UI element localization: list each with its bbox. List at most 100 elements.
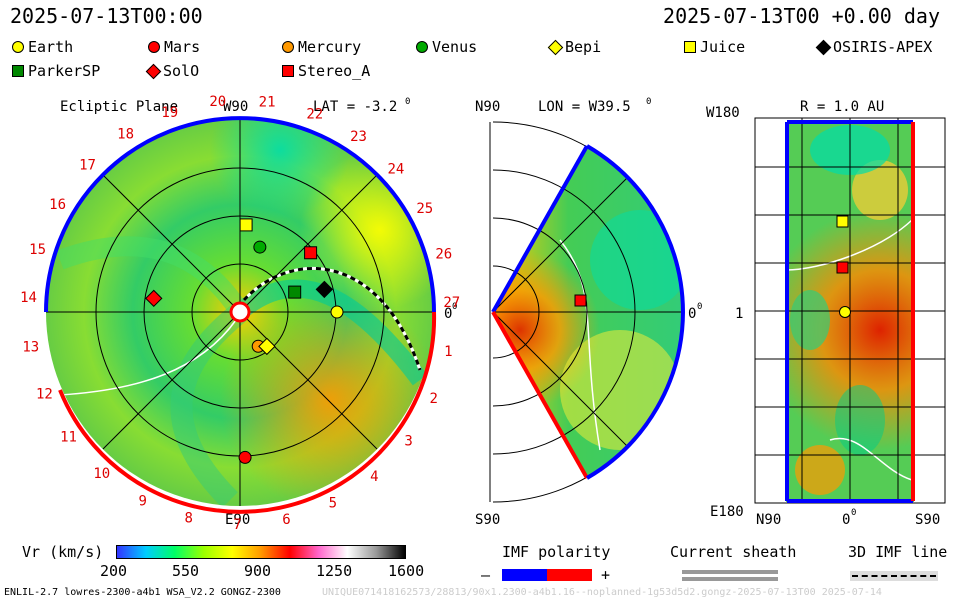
radial-marker-juice: [836, 215, 849, 228]
sector-label-26: 26: [435, 247, 452, 263]
mercury-marker-icon: [282, 41, 294, 53]
timestamp-right: 2025-07-13T00 +0.00 day: [663, 4, 940, 28]
colorbar-tick-1: 550: [172, 562, 200, 580]
sector-label-2: 2: [429, 391, 437, 407]
sector-label-23: 23: [350, 129, 367, 145]
sector-label-5: 5: [329, 496, 337, 512]
imf-positive-swatch: [547, 569, 592, 581]
legend-label: Mercury: [298, 38, 362, 56]
legend-label: ParkerSP: [28, 62, 101, 80]
legend-item-earth: Earth: [12, 38, 73, 56]
meridional-bottom-left: S90: [475, 512, 500, 528]
footer-right: UNIQUE071418162573/28813/90x1.2300-a4b1.…: [322, 587, 882, 598]
ecliptic-right-label: 0: [444, 306, 452, 322]
current-sheath-label: Current sheath: [670, 543, 797, 561]
ecliptic-marker-bepi: [258, 337, 276, 356]
plot-area: Ecliptic Plane W90 LAT = -3.2 0 E90 0 0: [20, 95, 946, 533]
sector-label-27: 27: [443, 295, 460, 311]
radial-x-right: S90: [915, 512, 940, 528]
current-sheath-swatch-2: [682, 577, 778, 581]
footer-left: ENLIL-2.7 lowres-2300-a4b1 WSA_V2.2 GONG…: [4, 587, 281, 598]
radial-x-mid-sup: 0: [851, 508, 856, 518]
colorbar-tick-4: 1600: [388, 562, 425, 580]
earth-marker-icon: [12, 41, 24, 53]
colorbar-tick-2: 900: [244, 562, 272, 580]
ecliptic-lat-sup: 0: [405, 97, 410, 107]
legend-item-parkersp: ParkerSP: [12, 62, 100, 80]
ecliptic-title: Ecliptic Plane: [60, 99, 178, 115]
imf-minus: –: [481, 566, 491, 584]
sector-label-10: 10: [93, 466, 110, 482]
legend-item-juice: Juice: [684, 38, 745, 56]
sector-label-25: 25: [416, 201, 433, 217]
sector-label-7: 7: [233, 517, 241, 533]
imf-3d-line: [242, 267, 422, 371]
sector-label-9: 9: [138, 493, 146, 509]
legend-label: Bepi: [565, 38, 602, 56]
sector-numbers: 20 21222324252627123456789101112131415161…: [20, 95, 460, 533]
sector-label-13: 13: [22, 339, 39, 355]
legend-item-mars: Mars: [148, 38, 200, 56]
legend-item-solo: SolO: [145, 62, 200, 80]
imf-polarity-label: IMF polarity: [502, 543, 611, 561]
imf-3d-label: 3D IMF line: [848, 543, 948, 561]
bepi-marker-icon: [547, 39, 564, 55]
legend-item-venus: Venus: [416, 38, 477, 56]
legend-item-bepi: Bepi: [547, 38, 602, 56]
sector-label-1: 1: [444, 344, 452, 360]
colorbar-tick-0: 200: [100, 562, 128, 580]
ecliptic-marker-earth: [330, 305, 344, 319]
vr-colorbar: [116, 545, 406, 559]
sector-label-20: 20: [209, 95, 226, 110]
radial-x-left: N90: [756, 512, 781, 528]
legend-label: Venus: [432, 38, 478, 56]
ecliptic-bottom-label: E90: [225, 512, 250, 528]
imf-negative-swatch: [502, 569, 547, 581]
timestamp-left: 2025-07-13T00:00: [10, 4, 203, 28]
meridional-right-label: 0: [688, 306, 696, 322]
ecliptic-marker-parkersp: [288, 285, 302, 299]
legend-label: Earth: [28, 38, 74, 56]
sector-label-6: 6: [282, 512, 290, 528]
radial-bottom-left: E180: [710, 504, 744, 520]
sector-label-22: 22: [306, 107, 323, 123]
solo-marker-icon: [145, 63, 162, 79]
sun-icon: [229, 301, 251, 323]
sector-label-21: 21: [259, 95, 276, 111]
meridional-lon-label: LON = W39.5: [538, 99, 631, 115]
meridional-edge-north: [491, 145, 589, 313]
ecliptic-marker-stereo-a: [304, 246, 318, 260]
ecliptic-marker-solo: [145, 289, 163, 308]
radial-x-mid: 0: [842, 512, 850, 528]
ecliptic-rim-negative: [44, 116, 436, 313]
sector-label-24: 24: [387, 161, 404, 177]
sector-label-8: 8: [184, 511, 192, 527]
osiris-apex-marker-icon: [815, 39, 832, 55]
meridional-right-sup: 0: [697, 302, 702, 312]
venus-marker-icon: [416, 41, 428, 53]
ecliptic-panel: Ecliptic Plane W90 LAT = -3.2 0 E90 0 0: [20, 95, 460, 533]
sector-label-14: 14: [20, 290, 37, 306]
ecliptic-rim-positive: [58, 311, 437, 514]
ecliptic-marker-venus: [253, 240, 267, 254]
ecliptic-right-sup: 0: [452, 302, 457, 312]
legend-label: SolO: [163, 62, 200, 80]
stereo-a-marker-icon: [282, 65, 294, 77]
colorbar-tick-3: 1250: [316, 562, 353, 580]
current-sheath-swatch-1: [682, 570, 778, 574]
radial-top-left: W180: [706, 105, 740, 121]
meridional-edge-south: [491, 311, 589, 479]
legend-label: Mars: [164, 38, 201, 56]
meridional-top-left: N90: [475, 99, 500, 115]
meridional-lon-sup: 0: [646, 97, 651, 107]
radial-title: R = 1.0 AU: [800, 99, 884, 115]
ecliptic-marker-mars: [238, 450, 252, 464]
legend-label: OSIRIS-APEX: [833, 38, 933, 56]
ecliptic-marker-juice: [239, 218, 253, 232]
sector-label-12: 12: [36, 387, 53, 403]
sector-label-4: 4: [370, 469, 378, 485]
colorbar-label: Vr (km/s): [22, 543, 104, 561]
imf-plus: +: [601, 566, 611, 584]
mars-marker-icon: [148, 41, 160, 53]
legend-item-osiris-apex: OSIRIS-APEX: [815, 38, 933, 56]
